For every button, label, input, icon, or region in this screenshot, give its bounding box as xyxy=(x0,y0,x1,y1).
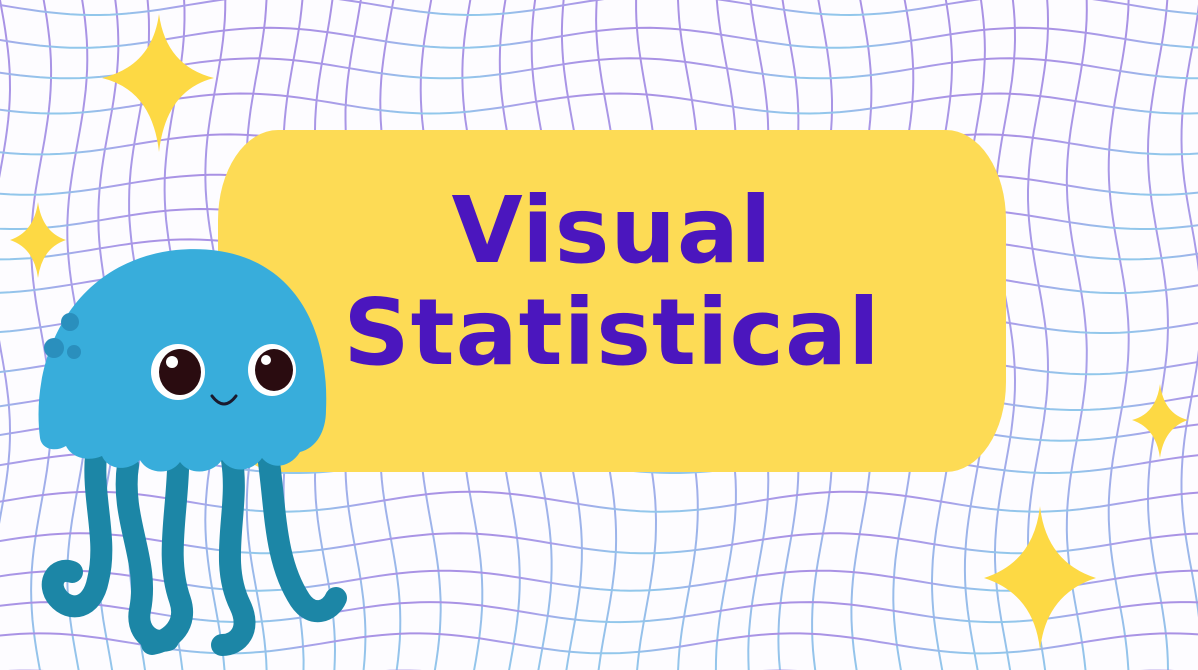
sparkle-icon xyxy=(1132,384,1188,458)
title-line-2: Statistical xyxy=(343,279,881,386)
sparkle-icon xyxy=(10,202,66,278)
grid-line-horizontal xyxy=(0,532,1198,555)
grid-line-horizontal xyxy=(0,632,1198,655)
slide-title: Visual Statistical xyxy=(218,180,1006,384)
grid-line-vertical xyxy=(1146,0,1170,670)
sparkle-icon xyxy=(984,506,1096,650)
grid-line-vertical xyxy=(1107,0,1130,670)
grid-line-horizontal xyxy=(0,92,1198,115)
grid-line-vertical xyxy=(0,0,12,524)
grid-line-horizontal xyxy=(0,0,1198,17)
sparkle-icon xyxy=(102,14,214,152)
grid-line-horizontal xyxy=(0,26,1198,49)
title-banner xyxy=(218,130,1006,472)
title-line-1: Visual xyxy=(451,177,773,284)
grid-line-vertical xyxy=(993,0,1017,670)
